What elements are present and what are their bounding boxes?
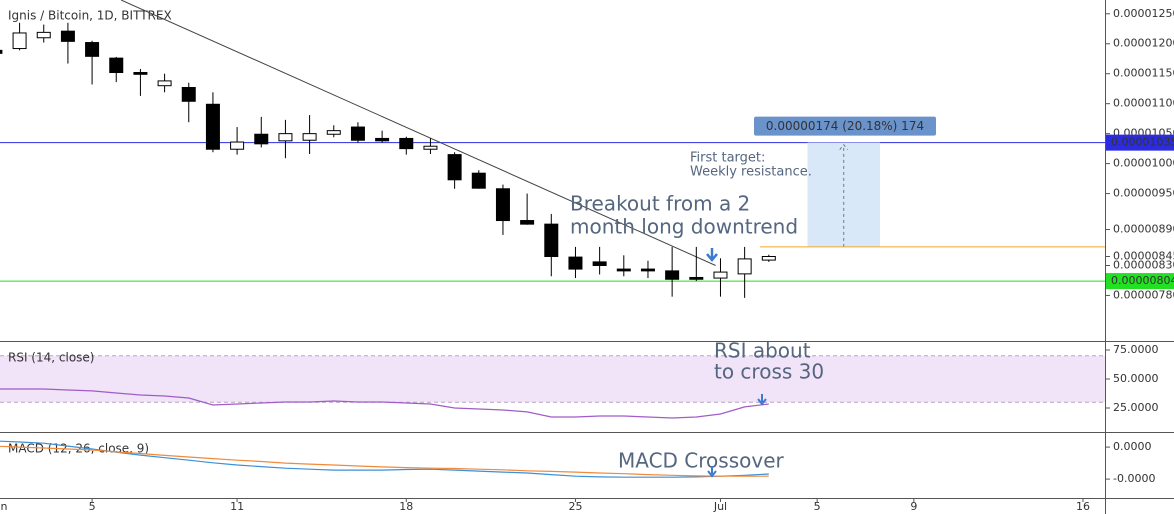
y-tick-label: -0.0000 [1113, 472, 1155, 485]
series-line [0, 445, 769, 477]
x-tick-label: 5 [89, 500, 96, 513]
candle-body [157, 80, 172, 87]
candle-body [133, 72, 148, 75]
arrow [757, 394, 767, 406]
candle-body [616, 268, 631, 272]
candle-body [761, 255, 776, 261]
candle-body [471, 172, 486, 189]
annotation: RSI about [714, 339, 811, 363]
y-tick-label: 0.00000780 [1113, 288, 1174, 301]
target-label: 0.00000174 (20.18%) 174 [766, 119, 924, 133]
candle-body [60, 30, 75, 42]
candle-body [0, 49, 3, 54]
annotation: month long downtrend [570, 215, 798, 239]
y-tick-label: 0.00000950 [1113, 187, 1174, 200]
candle-body [495, 188, 510, 222]
y-tick-label: 0.00001250 [1113, 7, 1174, 20]
candle-body [447, 154, 462, 181]
candle-body [375, 137, 390, 142]
y-tick-label: 0.00000845 [1113, 249, 1174, 262]
x-tick-label: 18 [399, 500, 413, 513]
y-tick-label: 0.00001200 [1113, 37, 1174, 50]
y-tick-label: 0.00001000 [1113, 157, 1174, 170]
annotation: MACD Crossover [618, 449, 785, 473]
level-label: 0.00000804 [1111, 274, 1174, 287]
x-tick-label: 11 [230, 500, 244, 513]
candle-body [399, 137, 414, 150]
arrow [706, 248, 718, 262]
candle-body [350, 126, 365, 141]
band [0, 355, 1105, 403]
candle-body [254, 133, 269, 145]
candle-body [278, 133, 293, 142]
series-line [0, 388, 769, 419]
target-label-box [754, 116, 936, 136]
trendline [120, 0, 716, 266]
y-tick-label: 50.0000 [1113, 372, 1159, 385]
level-label: 0.00001035 [1111, 136, 1174, 149]
candle-body [568, 256, 583, 270]
candle-body [592, 261, 607, 266]
y-tick-label: 0.00001100 [1113, 97, 1174, 110]
candle-body [665, 270, 680, 280]
x-tick-label: 25 [568, 500, 582, 513]
candle-body [689, 276, 704, 280]
level-label-box [1106, 134, 1174, 151]
candle-body [520, 220, 535, 225]
y-tick-label: 0.00000890 [1113, 223, 1174, 236]
candle-body [544, 223, 559, 257]
y-tick-label: 0.0000 [1113, 440, 1152, 453]
candle-body [12, 32, 27, 50]
target-box [807, 142, 880, 247]
annotation: First target: [690, 151, 765, 166]
y-tick-label: 0.00001150 [1113, 67, 1174, 80]
y-tick-label: 75.0000 [1113, 343, 1159, 356]
candle-body [109, 57, 124, 74]
candle-body [640, 268, 655, 272]
level-label-box [1106, 273, 1174, 290]
y-tick-label: 25.0000 [1113, 401, 1159, 414]
target-arrow [839, 143, 849, 247]
series-line [0, 440, 769, 478]
candle-body [713, 271, 728, 279]
candle-body [230, 141, 245, 150]
x-tick-label: 5 [814, 500, 821, 513]
x-tick-label: n [1, 500, 8, 513]
candle-body [326, 130, 341, 135]
candle-body [181, 86, 196, 102]
pane-title: RSI (14, close) [8, 351, 94, 365]
candle-body [205, 103, 220, 150]
x-tick-label: Jul [713, 500, 727, 513]
annotation: Weekly resistance. [690, 165, 812, 180]
x-tick-label: 9 [910, 500, 917, 513]
annotation: Breakout from a 2 [570, 192, 750, 216]
y-tick-label: 0.00000830 [1113, 258, 1174, 271]
candle-body [423, 145, 438, 150]
annotation: to cross 30 [714, 360, 824, 384]
chart-title: Ignis / Bitcoin, 1D, BITTREX [8, 9, 172, 23]
candle-body [36, 31, 51, 39]
candle-body [302, 133, 317, 141]
candle-body [85, 42, 100, 57]
candle-body [737, 258, 752, 275]
x-tick-label: 16 [1076, 500, 1090, 513]
arrow [707, 466, 717, 478]
